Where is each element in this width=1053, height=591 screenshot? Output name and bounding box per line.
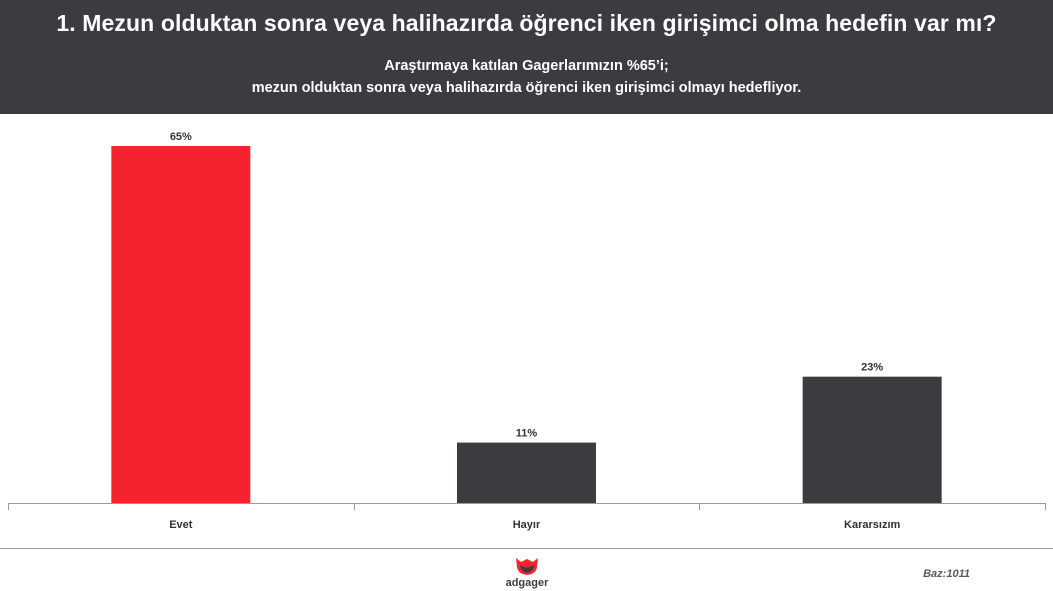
subtitle-line-2: mezun olduktan sonra veya halihazırda öğ… bbox=[251, 80, 802, 96]
bar-kararsızım bbox=[802, 376, 942, 503]
bar-chart: 65% Evet 11% Hayır 23% Kararsızım bbox=[8, 131, 1046, 531]
base-count: Baz:1011 bbox=[923, 568, 970, 580]
category-label: Evet bbox=[169, 519, 193, 531]
bar-hayır bbox=[457, 442, 596, 503]
bar-evet bbox=[111, 146, 251, 503]
adgager-logo-icon bbox=[516, 558, 538, 575]
logo: adgager bbox=[492, 556, 562, 590]
category-label: Hayır bbox=[513, 519, 541, 531]
data-label: 11% bbox=[516, 428, 538, 440]
footer-divider bbox=[0, 548, 1053, 549]
data-label: 23% bbox=[861, 362, 883, 374]
logo-text: adgager bbox=[505, 577, 549, 589]
data-label: 65% bbox=[170, 131, 192, 143]
header-banner: 1. Mezun olduktan sonra veya halihazırda… bbox=[0, 0, 1053, 114]
subtitle-line-1: Araştırmaya katılan Gagerlarımızın %65’i… bbox=[384, 58, 669, 74]
page-title: 1. Mezun olduktan sonra veya halihazırda… bbox=[56, 10, 997, 36]
category-label: Kararsızım bbox=[844, 519, 900, 531]
